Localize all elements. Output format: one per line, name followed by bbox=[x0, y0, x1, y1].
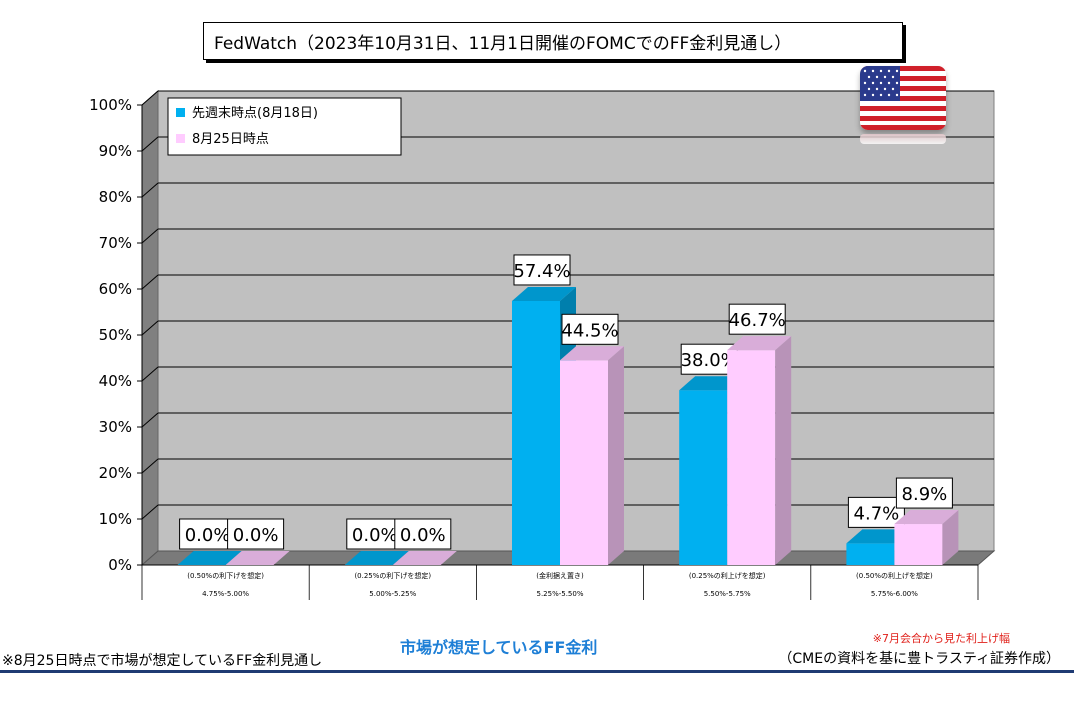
bottom-rule bbox=[0, 670, 1074, 673]
y-tick-label: 10% bbox=[99, 510, 132, 528]
data-label-box bbox=[728, 303, 786, 335]
bar-top bbox=[177, 551, 242, 565]
y-tick-label: 20% bbox=[99, 464, 132, 482]
data-label-box bbox=[227, 518, 285, 550]
bar-top bbox=[894, 510, 959, 525]
bar-top bbox=[512, 286, 576, 301]
data-label-box bbox=[513, 254, 571, 286]
bar-side bbox=[608, 346, 624, 565]
gridline-diagonal bbox=[141, 136, 159, 152]
bar-side bbox=[942, 510, 959, 565]
bar-front bbox=[512, 300, 560, 565]
data-label-box bbox=[561, 313, 619, 345]
x-category-note: (0.50%の利下げを想定) bbox=[187, 571, 264, 580]
flag-reflection bbox=[860, 134, 946, 144]
footer-source: （CMEの資料を基に豊トラスティ証券作成） bbox=[778, 651, 1060, 667]
data-label: 0.0% bbox=[233, 525, 279, 546]
bar-front bbox=[679, 390, 728, 565]
bar-top bbox=[392, 551, 457, 565]
data-label-box bbox=[847, 496, 905, 528]
gridline-diagonal bbox=[141, 90, 159, 106]
gridline-diagonal bbox=[141, 366, 159, 382]
legend-label: 先週末時点(8月18日) bbox=[192, 106, 318, 121]
bar-side bbox=[775, 336, 792, 565]
legend-swatch bbox=[176, 134, 185, 143]
data-label: 46.7% bbox=[729, 310, 786, 331]
gridline-diagonal bbox=[141, 412, 159, 428]
legend-box bbox=[167, 97, 402, 156]
bar-front bbox=[727, 350, 776, 565]
legend-swatch bbox=[176, 108, 185, 117]
y-tick-label: 70% bbox=[99, 234, 132, 252]
y-tick-label: 50% bbox=[99, 326, 132, 344]
data-label: 0.0% bbox=[400, 525, 446, 546]
y-tick-label: 100% bbox=[89, 96, 132, 114]
x-category-range: 5.50%-5.75% bbox=[704, 590, 751, 598]
data-label: 38.0% bbox=[681, 350, 738, 371]
bar-front bbox=[894, 524, 943, 565]
bar-top bbox=[560, 346, 624, 361]
chart-title: FedWatch（2023年10月31日、11月1日開催のFOMCでのFF金利見… bbox=[203, 22, 903, 60]
data-label-box bbox=[394, 518, 452, 550]
data-label-box bbox=[179, 518, 237, 550]
data-label: 8.9% bbox=[902, 484, 948, 505]
gridline-diagonal bbox=[141, 274, 159, 290]
y-tick-label: 30% bbox=[99, 418, 132, 436]
gridline-diagonal bbox=[141, 228, 159, 244]
y-tick-label: 0% bbox=[108, 556, 132, 574]
data-label-box bbox=[346, 518, 404, 550]
data-label: 0.0% bbox=[185, 525, 231, 546]
bar-front bbox=[846, 543, 895, 565]
data-label-box bbox=[895, 477, 953, 509]
x-category-note: (金利据え置き) bbox=[536, 571, 584, 580]
bar-top bbox=[344, 551, 409, 565]
bar-top bbox=[727, 336, 792, 351]
data-label: 57.4% bbox=[513, 261, 570, 282]
bar-top bbox=[225, 551, 290, 565]
x-category-range: 4.75%-5.00% bbox=[202, 590, 249, 598]
gridline-diagonal bbox=[141, 504, 159, 520]
x-category-note: (0.50%の利上げを想定) bbox=[856, 571, 933, 580]
footer-left-note: ※8月25日時点で市場が想定しているFF金利見通し bbox=[2, 653, 323, 669]
bar-front bbox=[560, 360, 608, 565]
gridline-diagonal bbox=[141, 320, 159, 336]
y-tick-label: 80% bbox=[99, 188, 132, 206]
data-label: 4.7% bbox=[854, 503, 900, 524]
x-category-range: 5.00%-5.25% bbox=[369, 590, 416, 598]
x-category-range: 5.75%-6.00% bbox=[871, 590, 918, 598]
gridline-diagonal bbox=[141, 458, 159, 474]
footer-center-label: 市場が想定しているFF金利 bbox=[400, 638, 598, 657]
y-tick-label: 40% bbox=[99, 372, 132, 390]
data-label: 44.5% bbox=[561, 320, 618, 341]
data-label: 0.0% bbox=[352, 525, 398, 546]
legend-label: 8月25日時点 bbox=[192, 132, 269, 147]
x-category-note: (0.25%の利下げを想定) bbox=[354, 571, 431, 580]
gridline-diagonal bbox=[141, 182, 159, 198]
x-category-note: (0.25%の利上げを想定) bbox=[689, 571, 766, 580]
y-tick-label: 90% bbox=[99, 142, 132, 160]
y-tick-label: 60% bbox=[99, 280, 132, 298]
footer-right-note: ※7月会合から見た利上げ幅 bbox=[872, 632, 1010, 645]
us-flag-icon bbox=[860, 66, 946, 130]
x-category-range: 5.25%-5.50% bbox=[536, 590, 583, 598]
